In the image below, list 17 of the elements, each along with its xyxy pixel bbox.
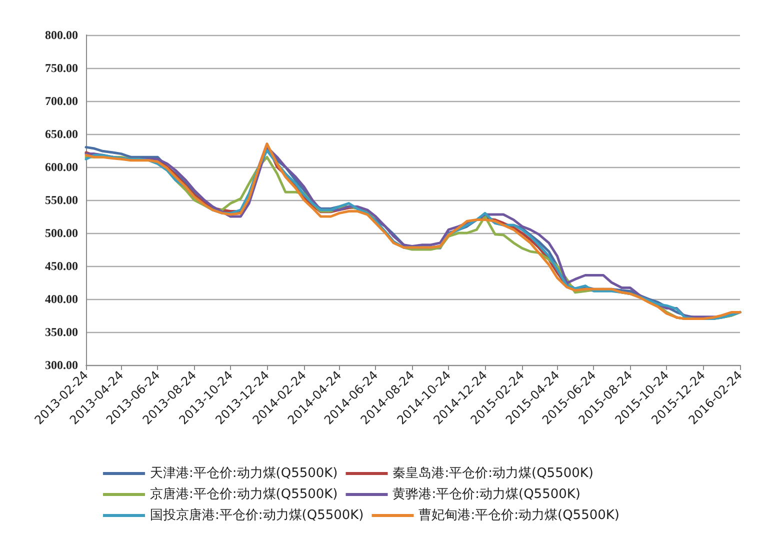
- y-tick-label: 350.00: [45, 325, 78, 339]
- y-tick-label: 400.00: [45, 292, 78, 306]
- y-tick-label: 650.00: [45, 127, 78, 141]
- y-tick-label: 600.00: [45, 160, 78, 174]
- legend-label: 黄骅港:平仓价:动力煤(Q5500K): [392, 487, 580, 502]
- legend-label: 国投京唐港:平仓价:动力煤(Q5500K): [150, 508, 364, 523]
- y-tick-label: 750.00: [45, 61, 78, 75]
- y-tick-label: 500.00: [45, 226, 78, 240]
- legend-label: 曹妃甸港:平仓价:动力煤(Q5500K): [418, 508, 620, 523]
- y-tick-label: 700.00: [45, 94, 78, 108]
- legend-label: 天津港:平仓价:动力煤(Q5500K): [150, 466, 338, 481]
- y-tick-label: 300.00: [45, 358, 78, 372]
- legend-label: 秦皇岛港:平仓价:动力煤(Q5500K): [392, 466, 594, 481]
- y-tick-label: 800.00: [45, 28, 78, 42]
- legend-label: 京唐港:平仓价:动力煤(Q5500K): [150, 487, 338, 502]
- y-tick-label: 450.00: [45, 259, 78, 273]
- y-tick-label: 550.00: [45, 193, 78, 207]
